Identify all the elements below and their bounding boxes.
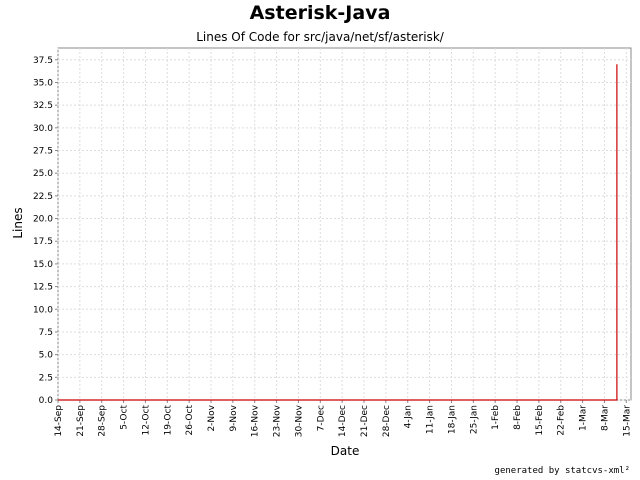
x-tick-label: 18-Jan bbox=[447, 405, 457, 434]
y-tick-label: 10.0 bbox=[33, 305, 53, 315]
chart-title: Asterisk-Java bbox=[249, 2, 391, 24]
x-tick-label: 4-Jan bbox=[404, 405, 414, 428]
x-tick-label: 15-Feb bbox=[535, 405, 545, 436]
x-tick-label: 30-Nov bbox=[294, 404, 304, 437]
x-tick-label: 8-Mar bbox=[600, 405, 610, 431]
x-tick-label: 16-Nov bbox=[251, 404, 261, 437]
x-tick-label: 8-Feb bbox=[513, 405, 523, 430]
y-tick-label: 25.0 bbox=[33, 169, 53, 179]
x-tick-label: 15-Mar bbox=[622, 405, 632, 437]
x-tick-label: 28-Dec bbox=[382, 405, 392, 437]
x-tick-label: 25-Jan bbox=[469, 405, 479, 434]
y-tick-label: 12.5 bbox=[33, 283, 53, 293]
chart-subtitle: Lines Of Code for src/java/net/sf/asteri… bbox=[196, 30, 444, 44]
x-tick-label: 14-Dec bbox=[338, 405, 348, 437]
x-tick-label: 28-Sep bbox=[98, 405, 108, 437]
y-tick-label: 27.5 bbox=[33, 147, 53, 157]
generator-credit: generated by statcvs-xml² bbox=[494, 466, 630, 476]
y-tick-label: 30.0 bbox=[33, 124, 53, 134]
plot-area bbox=[57, 47, 632, 401]
series-line bbox=[58, 64, 618, 401]
x-tick-label: 21-Sep bbox=[76, 405, 86, 437]
y-tick-label: 15.0 bbox=[33, 260, 53, 270]
y-tick-label: 32.5 bbox=[33, 101, 53, 111]
y-tick-label: 7.5 bbox=[39, 328, 53, 338]
x-tick-label: 19-Oct bbox=[163, 405, 173, 436]
y-tick-label: 20.0 bbox=[33, 215, 53, 225]
x-tick-label: 14-Sep bbox=[54, 405, 64, 437]
x-tick-label: 26-Oct bbox=[185, 405, 195, 436]
x-tick-label: 23-Nov bbox=[273, 404, 283, 437]
x-tick-label: 1-Feb bbox=[491, 405, 501, 430]
x-tick-label: 9-Nov bbox=[229, 404, 239, 431]
x-tick-label: 5-Oct bbox=[120, 405, 130, 430]
x-tick-label: 21-Dec bbox=[360, 405, 370, 437]
x-axis-label: Date bbox=[330, 444, 360, 458]
x-tick-label: 12-Oct bbox=[141, 405, 151, 436]
x-tick-label: 1-Mar bbox=[579, 405, 589, 431]
y-tick-label: 17.5 bbox=[33, 237, 53, 247]
y-tick-label: 37.5 bbox=[33, 56, 53, 66]
x-tick-label: 2-Nov bbox=[207, 404, 217, 431]
y-tick-label: 22.5 bbox=[33, 192, 53, 202]
y-tick-label: 0.0 bbox=[39, 396, 54, 406]
x-tick-label: 11-Jan bbox=[426, 405, 436, 434]
y-tick-label: 35.0 bbox=[33, 78, 53, 88]
x-tick-label: 22-Feb bbox=[557, 405, 567, 436]
y-tick-label: 2.5 bbox=[39, 373, 53, 383]
x-tick-label: 7-Dec bbox=[316, 405, 326, 431]
y-tick-label: 5.0 bbox=[39, 351, 54, 361]
